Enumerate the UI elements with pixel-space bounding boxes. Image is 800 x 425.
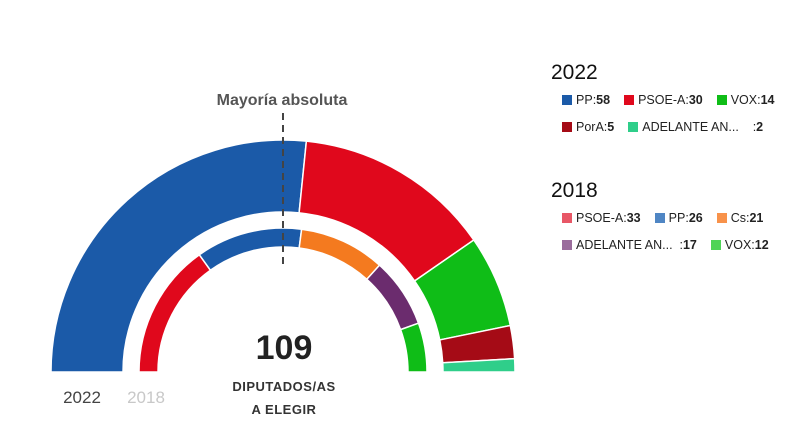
legend-value: 33 xyxy=(626,211,641,225)
legend-value: 2 xyxy=(756,120,764,134)
legend-swatch xyxy=(716,213,727,223)
legend-item-adelante-2022: ADELANTE AN... :2 xyxy=(628,120,763,134)
seat-arc-vox[interactable] xyxy=(399,322,428,373)
inner-year-label[interactable]: 2018 xyxy=(127,388,165,407)
legend-swatch xyxy=(562,240,572,250)
legend-label: PorA xyxy=(576,120,604,134)
legend-label: PSOE-A xyxy=(638,93,686,107)
legend-label: PSOE-A xyxy=(576,211,624,225)
outer-ring-2022 xyxy=(50,139,516,373)
total-label-line2: A ELEGIR xyxy=(252,402,317,417)
legend-title-2018: 2018 xyxy=(551,179,598,202)
total-label-line1: DIPUTADOS/AS xyxy=(232,379,335,394)
legend-item-psoe-2018: PSOE-A:33 xyxy=(562,211,641,225)
legend-value: 17 xyxy=(682,238,697,252)
legend-swatch xyxy=(654,213,665,223)
legend-label: PP xyxy=(668,211,686,225)
legend-value: 12 xyxy=(754,238,769,252)
legend-label: Cs xyxy=(730,211,746,225)
legend-value: 58 xyxy=(596,93,611,107)
legend-title-2022: 2022 xyxy=(551,61,598,84)
legend-label: ADELANTE AN... xyxy=(642,120,739,134)
inner-ring-2018 xyxy=(138,227,428,373)
legend-value: 21 xyxy=(749,211,764,225)
legend-2018-row2: ADELANTE AN... :17 VOX:12 xyxy=(562,238,783,252)
seat-arc-pp[interactable] xyxy=(198,227,303,272)
majority-annotation: Mayoría absoluta xyxy=(217,92,348,109)
legend-swatch xyxy=(628,122,639,132)
legend-2022-row1: PP:58 PSOE-A:30 VOX:14 xyxy=(562,93,789,107)
legend-value: 5 xyxy=(607,120,615,134)
legend-swatch xyxy=(716,95,727,105)
legend-value: 14 xyxy=(760,93,775,107)
seat-arc-adelante-an[interactable] xyxy=(441,357,516,373)
legend-value: 26 xyxy=(688,211,703,225)
legend-item-pp-2022: PP:58 xyxy=(562,93,610,107)
legend-swatch xyxy=(710,240,721,250)
legend-swatch xyxy=(562,122,572,132)
legend-item-adelante-2018: ADELANTE AN... :17 xyxy=(562,238,697,252)
legend-value: 30 xyxy=(688,93,703,107)
seat-arc-pp[interactable] xyxy=(50,139,308,373)
legend-item-pora-2022: PorA:5 xyxy=(562,120,614,134)
legend-item-cs-2018: Cs:21 xyxy=(716,211,764,225)
legend-item-pp-2018: PP:26 xyxy=(654,211,703,225)
legend-swatch xyxy=(562,213,572,223)
legend-2022-row2: PorA:5 ADELANTE AN... :2 xyxy=(562,120,777,134)
total-seats: 109 xyxy=(256,329,313,367)
legend-swatch xyxy=(624,95,635,105)
legend-label: ADELANTE AN... xyxy=(576,238,673,252)
legend-item-psoe-2022: PSOE-A:30 xyxy=(624,93,703,107)
legend-label: VOX xyxy=(730,93,758,107)
legend-swatch xyxy=(562,95,572,105)
legend-label: PP xyxy=(576,93,593,107)
legend-item-vox-2018: VOX:12 xyxy=(710,238,769,252)
outer-year-label[interactable]: 2022 xyxy=(63,388,101,407)
legend-label: VOX xyxy=(724,238,752,252)
legend-2018-row1: PSOE-A:33 PP:26 Cs:21 xyxy=(562,211,777,225)
legend-item-vox-2022: VOX:14 xyxy=(716,93,775,107)
